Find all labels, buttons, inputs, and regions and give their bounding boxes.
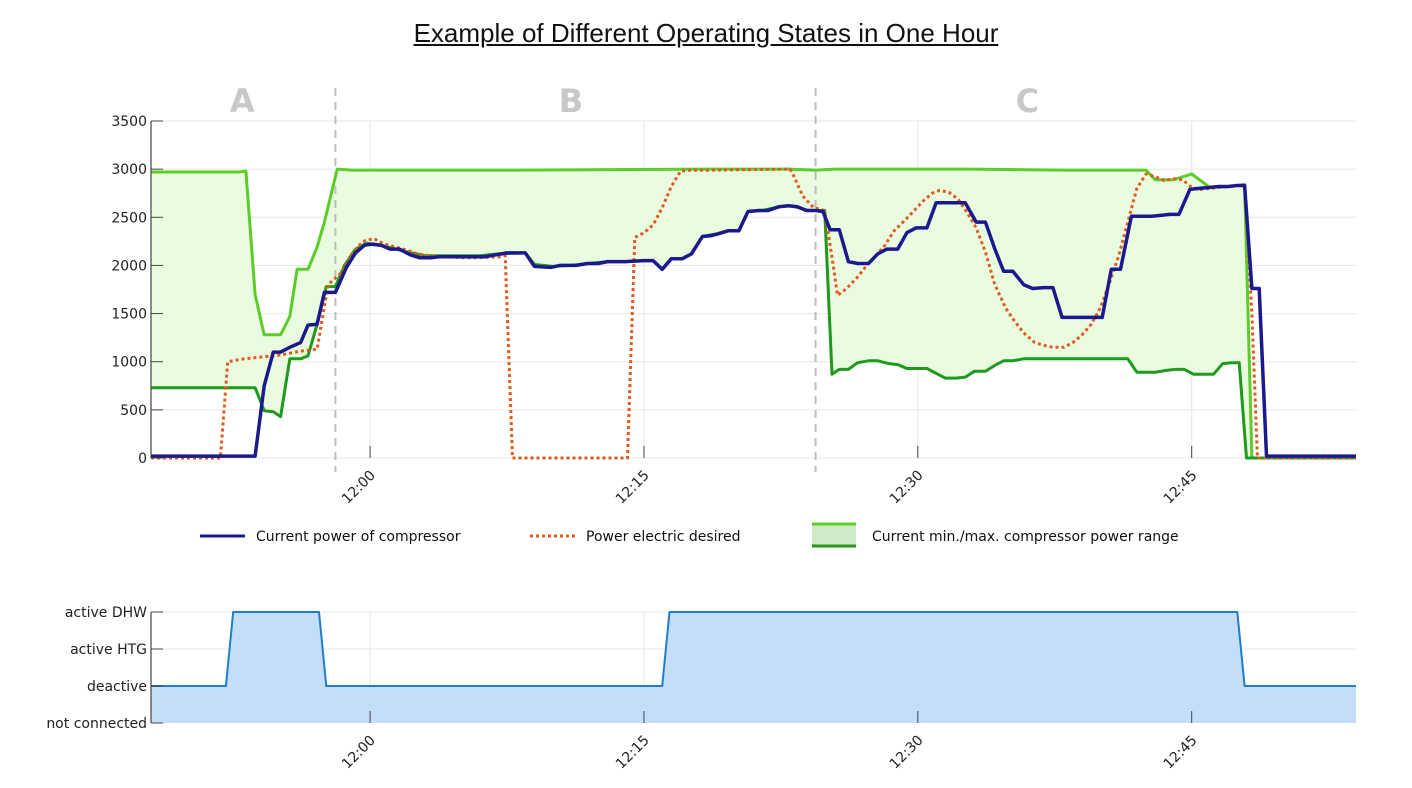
y-tick-label: 1500 bbox=[111, 307, 147, 323]
legend-label-range: Current min./max. compressor power range bbox=[872, 529, 1179, 545]
x-tick-label: 12:45 bbox=[1161, 468, 1201, 508]
legend-swatch-range-fill bbox=[812, 524, 856, 546]
y-tick-label: 2500 bbox=[111, 210, 147, 226]
chart-title: Example of Different Operating States in… bbox=[413, 18, 999, 48]
state-x-tick-label: 12:15 bbox=[613, 733, 653, 773]
state-y-tick-label: active DHW bbox=[65, 605, 147, 621]
x-tick-label: 12:00 bbox=[339, 468, 379, 508]
state-x-tick-label: 12:00 bbox=[339, 733, 379, 773]
state-x-tick-label: 12:45 bbox=[1161, 733, 1201, 773]
state-y-tick-label: deactive bbox=[87, 679, 147, 695]
x-tick-label: 12:15 bbox=[613, 468, 653, 508]
y-tick-label: 3000 bbox=[111, 162, 147, 178]
y-tick-label: 2000 bbox=[111, 258, 147, 274]
legend-label-compressor: Current power of compressor bbox=[256, 529, 461, 545]
state-y-tick-label: not connected bbox=[46, 716, 147, 732]
region-label-b: B bbox=[559, 82, 583, 120]
state-y-tick-label: active HTG bbox=[70, 642, 147, 658]
state-chart: not connected deactive active HTG active DH… bbox=[46, 605, 1356, 772]
state-area-fill bbox=[151, 612, 1356, 723]
range-band-fill bbox=[151, 169, 1356, 458]
region-label-c: C bbox=[1016, 82, 1039, 120]
state-line bbox=[151, 611, 1356, 687]
y-tick-label: 1000 bbox=[111, 355, 147, 371]
legend-label-desired: Power electric desired bbox=[586, 529, 741, 545]
y-tick-label: 3500 bbox=[111, 114, 147, 130]
y-tick-label: 0 bbox=[138, 451, 147, 467]
series-compressor-power-line bbox=[151, 183, 1356, 458]
region-label-a: A bbox=[230, 82, 255, 120]
x-tick-label: 12:30 bbox=[887, 468, 927, 508]
legend: Current power of compressor Power electri… bbox=[200, 522, 1179, 548]
series-range-max-line bbox=[151, 167, 1356, 460]
main-chart: A B C 0 500 1000 1500 2000 2500 3000 3500 12:00 12:1… bbox=[111, 82, 1356, 507]
y-tick-label: 500 bbox=[120, 403, 147, 419]
state-x-tick-label: 12:30 bbox=[887, 733, 927, 773]
